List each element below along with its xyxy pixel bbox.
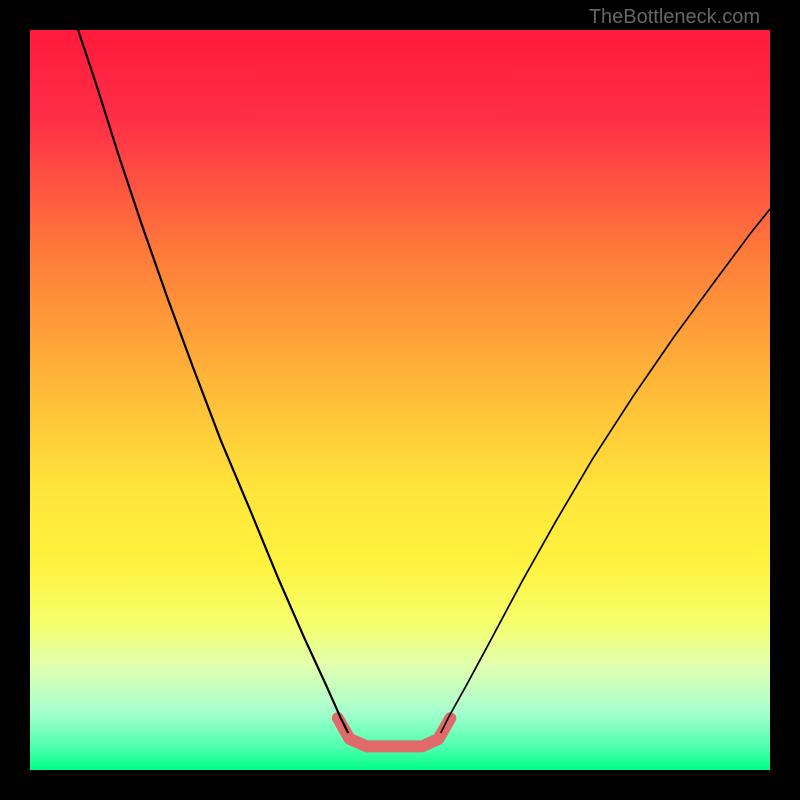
curve-layer <box>30 30 770 770</box>
valley-highlight <box>338 718 450 746</box>
curve-right <box>441 209 770 733</box>
plot-area <box>30 30 770 770</box>
curve-left <box>78 30 348 733</box>
watermark-text: TheBottleneck.com <box>589 6 760 29</box>
chart-stage: TheBottleneck.com <box>0 0 800 800</box>
